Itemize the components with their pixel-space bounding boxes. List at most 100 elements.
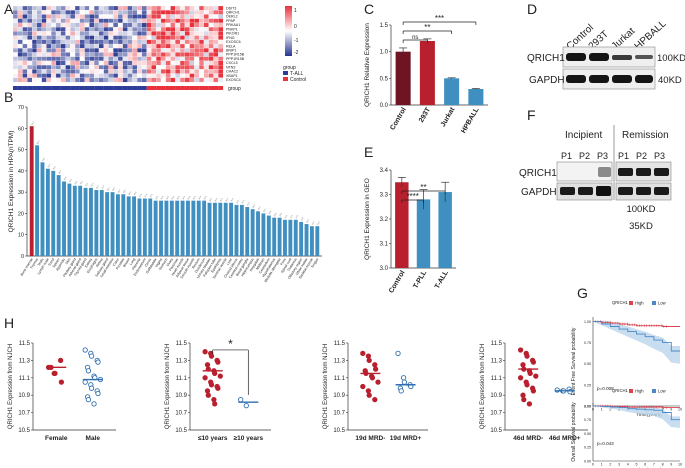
heatmap-cell: [156, 60, 162, 66]
heatmap-cell: [60, 39, 66, 45]
hpa-bar: [212, 202, 217, 256]
dotplot-y-tick-label: 10.5: [490, 428, 502, 434]
heatmap-cell: [36, 39, 42, 45]
dotplot-point: [82, 347, 88, 353]
heatmap-cell: [165, 77, 171, 83]
heatmap-gene-label: CXCL5: [226, 61, 238, 65]
hpa-bar-value-label: 18.0: [274, 213, 278, 217]
heatmap-cell: [84, 69, 90, 74]
heatmap-cell: [170, 48, 176, 53]
heatmap-cell: [203, 10, 209, 15]
heatmap-gene-label: QRICH1: [226, 11, 240, 15]
hpa-bar-chart: 0 10 20 30 40 50 60 70 QRICH1 Expression in HPA(…: [8, 105, 322, 283]
heatmap-cell: [189, 69, 195, 74]
heatmap-cell: [22, 39, 28, 45]
heatmap-cell: [199, 48, 205, 53]
hpa-bar: [304, 224, 309, 256]
dotplot-group-label: ≤10 years: [198, 435, 228, 442]
heatmap-cell: [122, 10, 128, 15]
heatmap-cell: [165, 10, 171, 15]
heatmap-cell: [51, 69, 57, 74]
heatmap-cell: [17, 5, 23, 11]
hpa-bar: [56, 175, 61, 256]
heatmap-cell: [170, 73, 176, 78]
heatmap-cell: [22, 52, 28, 57]
heatmap-cell: [51, 43, 57, 49]
heatmap-group-bar: [55, 86, 61, 90]
heatmap-cell: [60, 22, 66, 28]
dotplot-y-tick-label: 11.5: [491, 341, 503, 347]
heatmap-cell: [208, 5, 214, 11]
heatmap-cell: [203, 65, 209, 70]
heatmap-cell: [51, 48, 57, 53]
heatmap-cell: [103, 69, 109, 74]
km-y-tick-label: 0.50: [584, 362, 591, 366]
dotplot-y-tick-label: 11.1: [19, 376, 31, 382]
blot-f-size-35kd: 35KD: [629, 221, 653, 232]
heatmap-cell: [98, 69, 104, 74]
hpa-bar-value-label: 32.0: [85, 183, 89, 187]
heatmap-cell: [31, 31, 38, 36]
heatmap-group-bar: [46, 86, 52, 90]
heatmap-cell: [122, 27, 128, 32]
heatmap-cell: [160, 60, 166, 66]
heatmap-cell: [46, 65, 52, 70]
dotplot-y-tick-label: 10.9: [333, 393, 345, 399]
heatmap-cell: [51, 31, 57, 36]
heatmap-cell: [84, 18, 90, 24]
heatmap-cell: [165, 31, 171, 36]
heatmap-cell: [51, 22, 57, 28]
heatmap-cell: [179, 43, 186, 49]
dotplot-y-tick-label: 10.9: [175, 393, 187, 399]
heatmap-cell: [165, 14, 171, 19]
heatmap-cell: [132, 48, 138, 53]
hpa-bar-value-label: 30.0: [107, 187, 111, 191]
heatmap-cell: [74, 10, 81, 15]
heatmap-cell: [89, 73, 95, 78]
heatmap-cell: [175, 52, 181, 57]
heatmap-cell: [179, 14, 186, 19]
heatmap-cell: [208, 35, 214, 40]
heatmap-cell: [60, 27, 66, 32]
heatmap-cell: [136, 35, 143, 40]
heatmap-cell: [132, 35, 138, 40]
blot-f-lane-label: P2: [579, 151, 590, 161]
heatmap-cell: [108, 14, 114, 19]
heatmap-colorbar-tick: -1: [294, 38, 299, 44]
heatmap-cell: [132, 73, 138, 78]
heatmap-cell: [179, 27, 186, 32]
dotplot-point: [366, 392, 372, 398]
heatmap-cell: [146, 65, 152, 70]
hpa-bar: [62, 181, 66, 256]
heatmap-cell: [194, 14, 200, 19]
heatmap-cell: [55, 43, 61, 49]
qrich1-geo-category-label: Control: [388, 269, 407, 294]
heatmap-cell: [122, 69, 128, 74]
heatmap-gene-label: PPP1R15B: [226, 57, 245, 61]
heatmap-cell: [46, 43, 52, 49]
heatmap-cell: [117, 77, 123, 83]
heatmap-cell: [12, 60, 18, 66]
heatmap-cell: [175, 43, 181, 49]
heatmap-cell: [22, 10, 28, 15]
heatmap-cell: [74, 60, 81, 66]
heatmap-cell: [184, 18, 190, 24]
dotplot-point: [204, 388, 211, 394]
heatmap-cell: [194, 10, 200, 15]
hpa-bar-value-label: 35.0: [64, 177, 68, 181]
heatmap-cell: [89, 39, 95, 45]
heatmap-cell: [141, 56, 147, 62]
heatmap-cell: [103, 14, 109, 19]
km-x-tick-label: 4: [627, 463, 629, 467]
heatmap-cell: [160, 48, 166, 53]
heatmap-cell: [170, 22, 176, 28]
heatmap-cell: [136, 5, 143, 11]
dotplot-point: [372, 362, 378, 368]
heatmap-cell: [146, 18, 152, 24]
heatmap-cell: [132, 65, 138, 70]
hpa-bar-value-label: 26.0: [155, 196, 159, 200]
hpa-category-label: Spleen: [52, 257, 61, 268]
hpa-bar-value-label: 19.0: [269, 211, 273, 215]
heatmap-cell: [203, 39, 209, 45]
dotplot-point: [526, 401, 533, 407]
